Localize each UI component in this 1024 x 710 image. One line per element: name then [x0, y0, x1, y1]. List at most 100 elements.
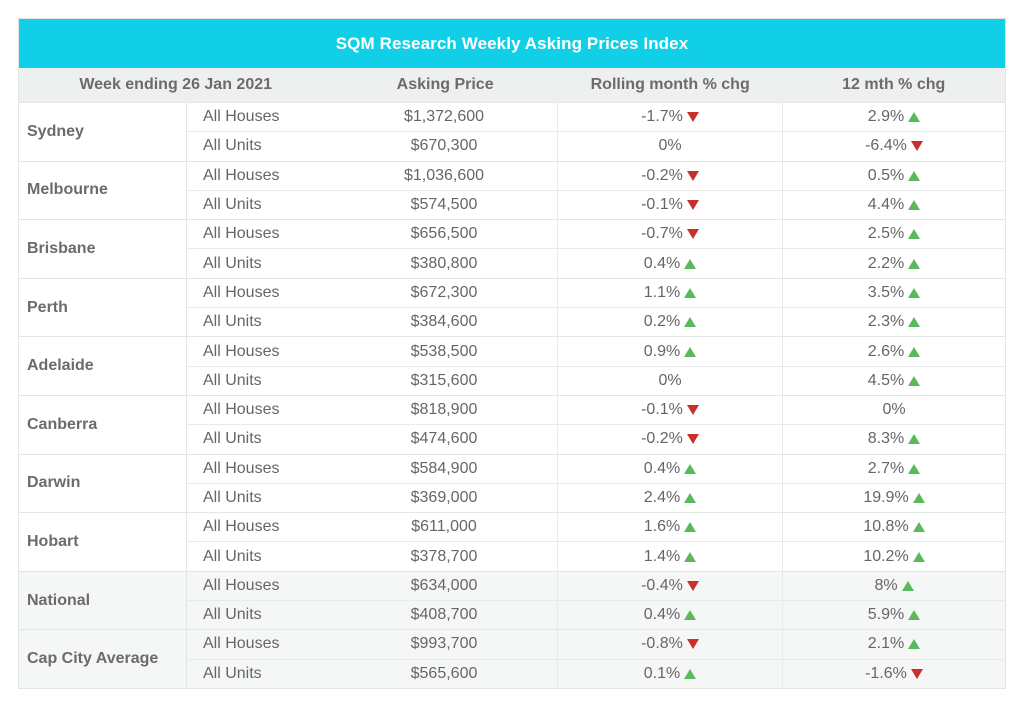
twelve-month-change-value: 2.2% — [867, 254, 905, 272]
property-type: All Units — [203, 313, 262, 331]
city-rows: All Houses $584,900 0.4% 2.7% All Units $369,… — [187, 454, 1005, 513]
twelve-month-change-value: 5.9% — [867, 606, 905, 624]
down-triangle-icon — [686, 112, 699, 123]
property-type: All Houses — [203, 342, 280, 360]
property-type: All Houses — [203, 108, 280, 126]
city-name: Sydney — [19, 103, 187, 161]
rolling-month-change-value: -0.4% — [641, 576, 683, 594]
rolling-month-change-value: -0.1% — [641, 196, 683, 214]
rolling-month-change-cell: 0.4% — [557, 601, 782, 630]
table-row: All Units $315,600 0% 4.5% — [187, 365, 1005, 395]
up-triangle-icon — [684, 668, 697, 679]
down-triangle-icon — [686, 639, 699, 650]
down-triangle-icon — [686, 434, 699, 445]
twelve-month-change-value: -1.6% — [865, 664, 907, 682]
asking-price-value: $538,500 — [410, 342, 478, 360]
table-row: All Units $380,800 0.4% 2.2% — [187, 248, 1005, 278]
asking-prices-table: SQM Research Weekly Asking Prices Index … — [18, 18, 1006, 689]
table-header: Week ending 26 Jan 2021 Asking Price Rol… — [19, 68, 1005, 103]
rolling-month-change-value: 0% — [658, 371, 682, 389]
up-triangle-icon — [684, 610, 697, 621]
twelve-month-change-cell: 0% — [782, 395, 1005, 425]
down-triangle-icon — [686, 405, 699, 416]
property-type: All Houses — [203, 518, 280, 536]
rolling-month-change-cell: -0.2% — [557, 161, 782, 190]
table-row: All Houses $1,372,600 -1.7% 2.9% — [187, 103, 1005, 132]
table-row: All Houses $538,500 0.9% 2.6% — [187, 337, 1005, 366]
down-triangle-icon — [686, 170, 699, 181]
up-triangle-icon — [908, 258, 921, 269]
twelve-month-change-value: 2.9% — [867, 108, 905, 126]
table-row: All Units $474,600 -0.2% 8.3% — [187, 424, 1005, 454]
property-type: All Units — [203, 254, 262, 272]
up-triangle-icon — [684, 522, 697, 533]
rolling-month-change-cell: 2.4% — [557, 483, 782, 513]
city-group: Brisbane All Houses $656,500 -0.7% 2.5% All U… — [19, 220, 1005, 279]
city-rows: All Houses $993,700 -0.8% 2.1% All Units $565… — [187, 630, 1005, 688]
city-group: Sydney All Houses $1,372,600 -1.7% 2.9% All U… — [19, 103, 1005, 162]
twelve-month-change-cell: 8.3% — [782, 425, 1005, 454]
up-triangle-icon — [912, 551, 925, 562]
property-type: All Units — [203, 430, 262, 448]
property-type: All Houses — [203, 459, 280, 477]
up-triangle-icon — [908, 434, 921, 445]
header-rolling-month: Rolling month % chg — [590, 76, 750, 93]
up-triangle-icon — [684, 287, 697, 298]
twelve-month-change-cell: 3.5% — [782, 278, 1005, 308]
twelve-month-change-value: 3.5% — [867, 283, 905, 301]
up-triangle-icon — [684, 493, 697, 503]
rolling-month-change-value: 0.4% — [643, 606, 681, 624]
twelve-month-change-value: 4.5% — [867, 371, 905, 389]
property-type: All Units — [203, 606, 262, 624]
property-type: All Houses — [203, 576, 280, 594]
up-triangle-icon — [908, 639, 921, 650]
city-group: Perth All Houses $672,300 1.1% 3.5% All Units… — [19, 278, 1005, 338]
rolling-month-change-value: 0.4% — [643, 459, 681, 477]
rolling-month-change-value: -0.8% — [641, 635, 683, 653]
twelve-month-change-value: 10.8% — [863, 518, 909, 536]
property-type: All Units — [203, 371, 262, 389]
rolling-month-change-cell: -0.1% — [557, 395, 782, 425]
up-triangle-icon — [908, 346, 921, 357]
twelve-month-change-value: 8% — [874, 576, 898, 594]
city-name: Darwin — [19, 454, 187, 513]
rolling-month-change-value: 0.2% — [643, 313, 681, 331]
rolling-month-change-cell: 0.9% — [557, 337, 782, 366]
rolling-month-change-cell: -1.7% — [557, 103, 782, 132]
up-triangle-icon — [908, 200, 921, 211]
city-group: Melbourne All Houses $1,036,600 -0.2% 0.5% Al… — [19, 161, 1005, 221]
twelve-month-change-cell: 2.5% — [782, 220, 1005, 249]
table-row: All Houses $656,500 -0.7% 2.5% — [187, 220, 1005, 249]
table-row: All Units $574,500 -0.1% 4.4% — [187, 189, 1005, 220]
table-row: All Units $408,700 0.4% 5.9% — [187, 600, 1005, 630]
up-triangle-icon — [908, 170, 921, 181]
rolling-month-change-cell: 0.2% — [557, 308, 782, 337]
asking-price-value: $818,900 — [410, 401, 478, 419]
up-triangle-icon — [908, 317, 921, 328]
rolling-month-change-cell: 1.4% — [557, 542, 782, 571]
up-triangle-icon — [908, 287, 921, 298]
rolling-month-change-cell: -0.4% — [557, 571, 782, 601]
twelve-month-change-value: 19.9% — [863, 489, 909, 506]
up-triangle-icon — [684, 346, 697, 357]
rolling-month-change-cell: 0% — [557, 132, 782, 161]
property-type: All Houses — [203, 635, 280, 653]
twelve-month-change-value: -6.4% — [865, 137, 907, 155]
rolling-month-change-cell: 0.1% — [557, 659, 782, 688]
city-group: Canberra All Houses $818,900 -0.1% 0% All Uni… — [19, 395, 1005, 455]
table-row: All Houses $611,000 1.6% 10.8% — [187, 513, 1005, 542]
twelve-month-change-value: 0.5% — [867, 166, 905, 184]
asking-price-value: $384,600 — [410, 313, 478, 331]
up-triangle-icon — [901, 580, 914, 591]
asking-price-value: $474,600 — [410, 430, 478, 448]
twelve-month-change-cell: 5.9% — [782, 601, 1005, 630]
twelve-month-change-cell: 2.3% — [782, 308, 1005, 337]
table-row: All Houses $634,000 -0.4% 8% — [187, 571, 1005, 601]
asking-price-value: $1,372,600 — [403, 108, 485, 126]
asking-price-value: $380,800 — [410, 254, 478, 272]
asking-price-value: $315,600 — [410, 371, 478, 389]
city-group: Hobart All Houses $611,000 1.6% 10.8% All Uni… — [19, 513, 1005, 572]
table-row: All Units $369,000 2.4% 19.9% — [187, 482, 1005, 513]
table-row: All Units $565,600 0.1% -1.6% — [187, 658, 1005, 688]
asking-price-value: $565,600 — [410, 664, 478, 682]
